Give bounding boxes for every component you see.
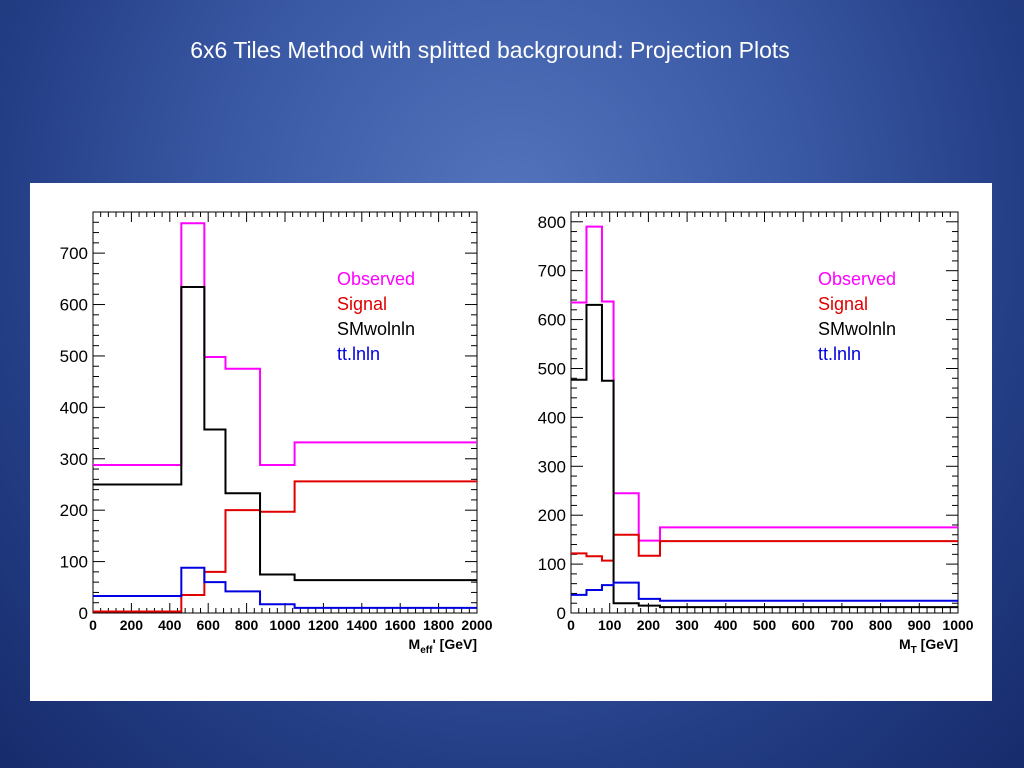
x-tick-label: 400 <box>158 617 182 633</box>
x-tick-label: 700 <box>830 617 854 633</box>
y-tick-label: 700 <box>60 244 88 263</box>
x-tick-label: 0 <box>89 617 97 633</box>
legend-label: Signal <box>818 294 868 314</box>
legend-label: tt.lnln <box>818 344 861 364</box>
y-tick-label: 200 <box>60 501 88 520</box>
y-tick-label: 100 <box>60 553 88 572</box>
y-tick-label: 400 <box>60 398 88 417</box>
series-tt-lnln <box>571 581 958 602</box>
meff-projection-chart: 0 200 400 600 800 1000 1200 1400 1600 1800 2000 0 10… <box>60 211 493 656</box>
legend-label: SMwolnln <box>337 319 415 339</box>
x-tick-label: 1200 <box>308 617 339 633</box>
x-tick-label: 800 <box>235 617 259 633</box>
figure-panel: 0 200 400 600 800 1000 1200 1400 1600 1800 2000 0 10… <box>30 183 992 701</box>
x-tick-label: 500 <box>753 617 777 633</box>
x-tick-label: 1600 <box>385 617 416 633</box>
y-tick-label: 300 <box>538 457 566 476</box>
plot-frame <box>92 211 478 614</box>
x-tick-label: 600 <box>792 617 816 633</box>
legend-label: Signal <box>337 294 387 314</box>
legend-label: tt.lnln <box>337 344 380 364</box>
y-tick-label: 600 <box>60 296 88 315</box>
x-tick-label: 200 <box>120 617 144 633</box>
x-tick-label: 2000 <box>461 617 492 633</box>
x-tick-label: 1000 <box>269 617 300 633</box>
y-tick-label: 600 <box>538 311 566 330</box>
series-tt-lnln <box>93 566 477 609</box>
x-axis-title: MT [GeV] <box>899 636 958 656</box>
slide-title: 6x6 Tiles Method with splitted backgroun… <box>190 37 790 63</box>
series-observed <box>571 225 958 542</box>
x-tick-label: 600 <box>197 617 221 633</box>
x-tick-label: 200 <box>637 617 661 633</box>
y-tick-label: 500 <box>60 347 88 366</box>
legend-label: Observed <box>818 269 896 289</box>
x-tick-label: 1000 <box>942 617 973 633</box>
plot-frame <box>570 211 959 614</box>
x-tick-label: 100 <box>598 617 622 633</box>
mt-projection-chart: 0 100 200 300 400 500 600 700 800 900 1000 0 100 200 3… <box>538 211 974 656</box>
series-signal <box>93 480 477 613</box>
y-tick-label: 100 <box>538 555 566 574</box>
y-tick-label: 400 <box>538 408 566 427</box>
x-tick-label: 0 <box>567 617 575 633</box>
series-smwolnln <box>93 286 477 582</box>
legend-label: SMwolnln <box>818 319 896 339</box>
y-tick-label: 700 <box>538 262 566 281</box>
series-signal <box>571 533 958 562</box>
x-axis-title: Meff' [GeV] <box>409 636 477 656</box>
x-tick-label: 1800 <box>423 617 454 633</box>
x-tick-label: 300 <box>675 617 699 633</box>
series-observed <box>93 222 477 466</box>
series-smwolnln <box>571 303 958 609</box>
y-tick-label: 800 <box>538 213 566 232</box>
x-tick-label: 800 <box>869 617 893 633</box>
x-tick-label: 900 <box>908 617 932 633</box>
y-tick-label: 0 <box>557 604 566 623</box>
y-tick-label: 300 <box>60 450 88 469</box>
y-tick-label: 200 <box>538 506 566 525</box>
y-tick-label: 0 <box>79 604 88 623</box>
x-tick-label: 1400 <box>346 617 377 633</box>
x-tick-label: 400 <box>714 617 738 633</box>
legend-label: Observed <box>337 269 415 289</box>
y-tick-label: 500 <box>538 359 566 378</box>
